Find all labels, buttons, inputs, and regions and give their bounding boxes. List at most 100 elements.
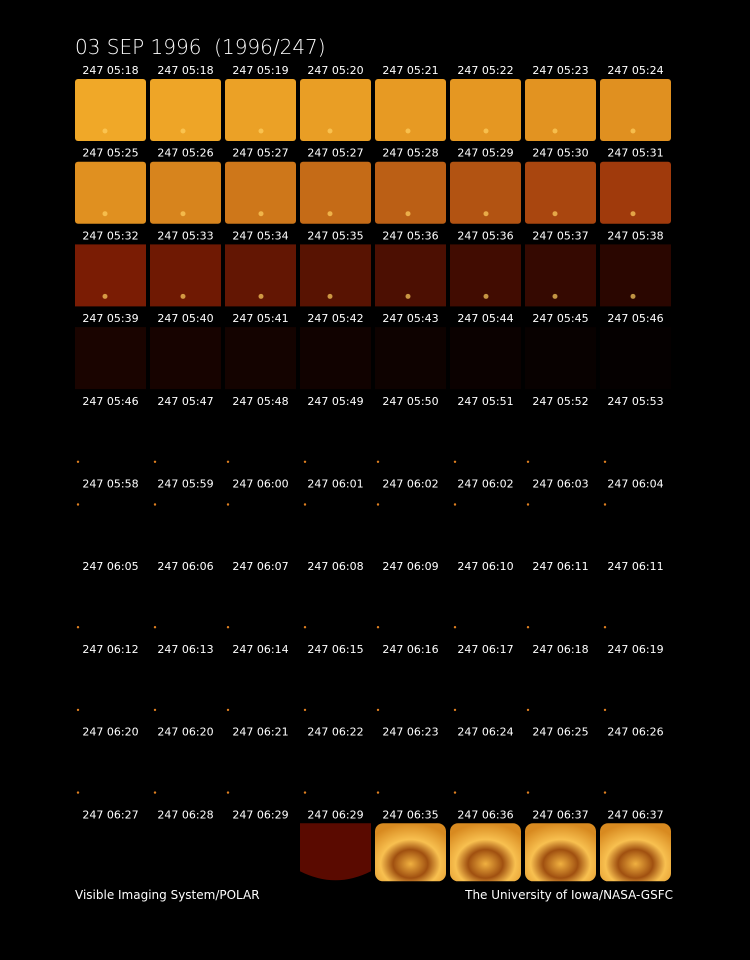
- frame-image: [300, 79, 371, 141]
- frame-label: 247 05:24: [607, 64, 663, 77]
- frame-spot: [153, 503, 157, 506]
- frame-spot: [180, 293, 186, 299]
- frame-spot: [376, 460, 380, 463]
- frame-spot: [258, 128, 264, 134]
- frame-image: [375, 327, 446, 390]
- frame-label: 247 05:35: [307, 229, 363, 242]
- frame-spot: [258, 293, 264, 299]
- frame-spot: [376, 791, 380, 794]
- frame-image: [300, 161, 371, 224]
- frame-image: [150, 161, 221, 224]
- frame-spot: [376, 626, 380, 629]
- frame-spot: [405, 293, 411, 299]
- frame-image: [450, 823, 521, 882]
- frame-image: [150, 244, 221, 307]
- frame-label: 247 06:25: [532, 726, 588, 739]
- frame-label: 247 05:32: [82, 229, 138, 242]
- frame-label: 247 05:36: [382, 229, 438, 242]
- frame-spot: [453, 708, 457, 712]
- frame-image: [150, 79, 221, 141]
- frame-label: 247 06:21: [232, 726, 288, 739]
- frame-spot: [453, 791, 457, 794]
- frame-image: [375, 161, 446, 224]
- frame-spot: [453, 503, 457, 506]
- frame-spot: [327, 128, 333, 134]
- frame-image: [450, 79, 521, 141]
- frame-image: [525, 327, 596, 390]
- frame-label: 247 05:43: [382, 312, 438, 325]
- frame-image: [525, 79, 596, 141]
- frame-image: [450, 161, 521, 224]
- frame-spot: [226, 708, 230, 712]
- frame-label: 247 05:48: [232, 395, 288, 408]
- frame-label: 247 06:04: [607, 478, 663, 491]
- frame-spot: [483, 211, 489, 217]
- frame-label: 247 05:47: [157, 395, 213, 408]
- frame-spot: [102, 293, 108, 299]
- frame-image: [225, 327, 296, 390]
- frame-label: 247 05:52: [532, 395, 588, 408]
- frame-spot: [453, 626, 457, 629]
- frame-spot: [303, 708, 307, 712]
- frame-spot: [552, 293, 558, 299]
- frame-spot: [76, 626, 80, 629]
- frame-spot: [630, 211, 636, 217]
- frame-label: 247 06:36: [457, 808, 513, 821]
- frame-spot: [376, 708, 380, 712]
- frame-label: 247 05:51: [457, 395, 513, 408]
- frame-label: 247 05:44: [457, 312, 513, 325]
- frame-label: 247 06:27: [82, 808, 138, 821]
- frame-spot: [526, 791, 530, 794]
- frame-label: 247 05:33: [157, 229, 213, 242]
- frame-label: 247 06:28: [157, 808, 213, 821]
- frame-image: [600, 161, 671, 224]
- frame-image: [75, 244, 146, 307]
- frame-label: 247 06:10: [457, 560, 513, 573]
- frame-spot: [226, 791, 230, 794]
- frame-label: 247 06:29: [307, 808, 363, 821]
- frame-image: [75, 79, 146, 141]
- frame-label: 247 06:37: [532, 808, 588, 821]
- frame-image: [375, 244, 446, 307]
- frame-spot: [603, 626, 607, 629]
- frame-label: 247 06:14: [232, 643, 288, 656]
- frame-label: 247 05:21: [382, 64, 438, 77]
- frame-spot: [603, 503, 607, 506]
- frame-label: 247 05:26: [157, 147, 213, 160]
- frame-spot: [153, 460, 157, 463]
- frame-spot: [76, 708, 80, 712]
- frame-label: 247 05:38: [607, 229, 663, 242]
- frame-spot: [630, 293, 636, 299]
- frame-spot: [102, 128, 108, 134]
- frame-label: 247 06:00: [232, 478, 288, 491]
- frame-spot: [303, 503, 307, 506]
- frame-image: [600, 823, 671, 882]
- frame-label: 247 06:20: [82, 726, 138, 739]
- frame-label: 247 06:06: [157, 560, 213, 573]
- frame-label: 247 06:26: [607, 726, 663, 739]
- frame-image: [300, 327, 371, 390]
- frame-spot: [102, 211, 108, 217]
- frame-label: 247 06:15: [307, 643, 363, 656]
- frame-spot: [630, 128, 636, 134]
- frame-label: 247 05:49: [307, 395, 363, 408]
- frame-label: 247 05:30: [532, 147, 588, 160]
- frame-spot: [376, 503, 380, 506]
- frame-image: [375, 823, 446, 882]
- frame-spot: [327, 293, 333, 299]
- frame-label: 247 06:07: [232, 560, 288, 573]
- frame-label: 247 06:13: [157, 643, 213, 656]
- frame-label: 247 06:24: [457, 726, 513, 739]
- frame-label: 247 05:28: [382, 147, 438, 160]
- frame-spot: [180, 128, 186, 134]
- frame-image: [75, 161, 146, 224]
- frame-spot: [226, 460, 230, 463]
- frame-label: 247 05:45: [532, 312, 588, 325]
- frame-label: 247 06:37: [607, 808, 663, 821]
- frame-label: 247 06:18: [532, 643, 588, 656]
- frame-spot: [405, 128, 411, 134]
- frame-label: 247 06:11: [532, 560, 588, 573]
- frame-label: 247 05:34: [232, 229, 288, 242]
- frame-label: 247 06:22: [307, 726, 363, 739]
